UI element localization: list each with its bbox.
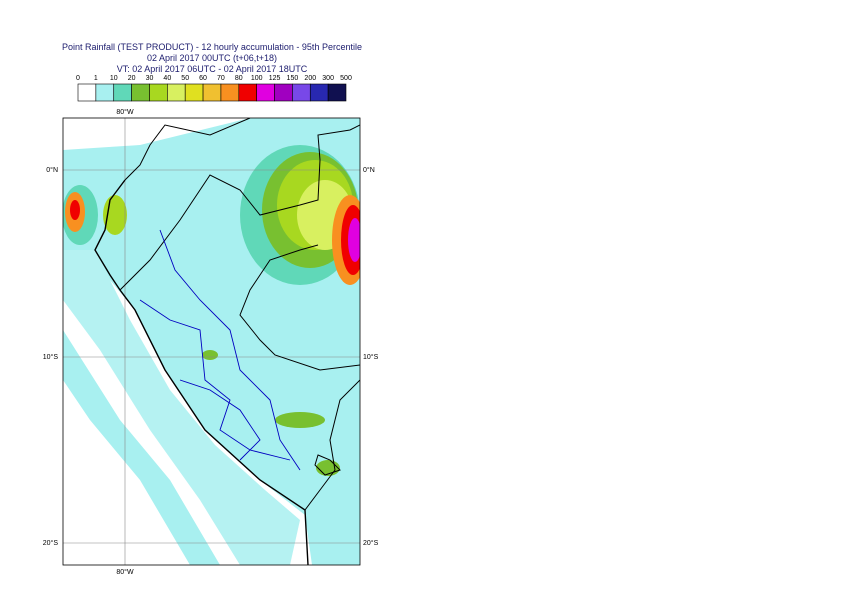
legend-label: 200 [304, 75, 316, 82]
lat-labels: 0°N 0°N 10°S 10°S 20°S 20°S [43, 166, 379, 547]
lon-label: 80°W [116, 568, 134, 576]
subtitle: 02 April 2017 00UTC (t+06,t+18) [147, 53, 277, 63]
legend-swatch [149, 83, 168, 102]
legend-swatch [167, 83, 186, 102]
map-frame [62, 117, 361, 566]
lat-label: 0°N [363, 166, 375, 174]
rainfall-field [63, 118, 360, 565]
legend-label: 70 [217, 75, 225, 82]
legend-swatch [238, 83, 257, 102]
legend-label: 30 [146, 75, 154, 82]
legend-label: 50 [181, 75, 189, 82]
legend-label: 80 [235, 75, 243, 82]
legend-swatch [95, 83, 115, 102]
legend-label: 0 [76, 75, 80, 82]
legend-swatch [184, 83, 204, 102]
lon-label: 80°W [116, 108, 134, 116]
valid-time: VT: 02 April 2017 06UTC - 02 April 2017 … [117, 64, 308, 74]
lat-label: 20°S [43, 539, 59, 547]
title: Point Rainfall (TEST PRODUCT) - 12 hourl… [62, 42, 362, 52]
legend-swatch [77, 83, 97, 102]
lat-label: 0°N [46, 166, 58, 174]
borders [94, 118, 360, 565]
legend-label: 125 [269, 75, 281, 82]
legend: 0 1 10 20 30 40 50 60 70 80 100 125 150 200 300 500 [76, 75, 352, 102]
legend-label: 10 [110, 75, 118, 82]
legend-label: 40 [163, 75, 171, 82]
legend-label: 60 [199, 75, 207, 82]
legend-swatch [113, 83, 132, 102]
legend-swatch [220, 83, 240, 102]
lat-label: 10°S [43, 353, 59, 361]
legend-swatch [256, 83, 275, 102]
legend-label: 100 [251, 75, 263, 82]
graticule [63, 118, 360, 565]
legend-swatch [131, 83, 150, 102]
legend-swatch [202, 83, 222, 102]
legend-swatch [292, 83, 311, 102]
legend-label: 500 [340, 75, 352, 82]
legend-label: 1 [94, 75, 98, 82]
legend-swatch [274, 83, 293, 102]
legend-swatch [309, 83, 329, 102]
lat-label: 20°S [363, 539, 379, 547]
legend-swatch [327, 83, 347, 102]
legend-label: 300 [322, 75, 334, 82]
legend-label: 150 [287, 75, 299, 82]
legend-label: 20 [128, 75, 136, 82]
lat-label: 10°S [363, 353, 379, 361]
